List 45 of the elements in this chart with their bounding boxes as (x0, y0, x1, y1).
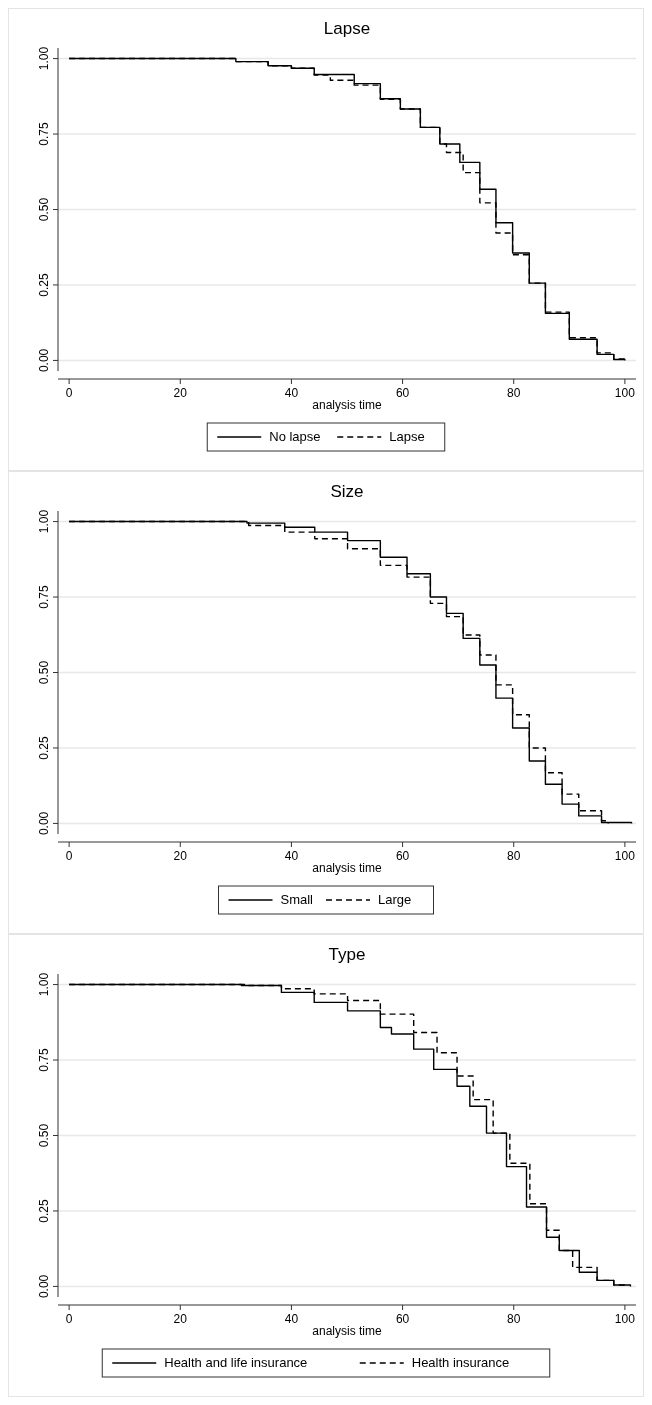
legend-label: Lapse (389, 429, 425, 444)
x-tick-label: 0 (65, 386, 73, 400)
y-tick-label: 0.75 (37, 585, 51, 609)
x-tick-label: 60 (395, 1312, 410, 1326)
x-axis-title: analysis time (312, 861, 382, 875)
y-tick-label: 0.50 (37, 1123, 51, 1148)
x-tick-label: 20 (173, 386, 188, 400)
x-tick-label: 100 (614, 386, 636, 400)
x-tick-label: 80 (507, 1312, 521, 1326)
chart-title: Type (328, 945, 366, 964)
x-tick-label: 20 (173, 849, 188, 863)
y-tick-label: 0.25 (37, 272, 51, 297)
x-tick-label: 40 (284, 386, 299, 400)
legend-label: Health insurance (411, 1355, 510, 1370)
x-tick-label: 20 (173, 1312, 188, 1326)
legend-label: Health and life insurance (164, 1355, 308, 1370)
y-tick-label: 1.00 (37, 509, 51, 534)
y-tick-label: 0.00 (37, 811, 51, 836)
y-tick-label: 0.50 (37, 197, 51, 222)
x-tick-label: 100 (614, 849, 636, 863)
x-axis-title: analysis time (312, 1324, 382, 1338)
x-tick-label: 40 (284, 1312, 299, 1326)
y-tick-label: 0.50 (37, 660, 51, 685)
x-tick-label: 100 (614, 1312, 636, 1326)
chart-title: Size (330, 482, 364, 501)
y-tick-label: 1.00 (37, 972, 51, 997)
y-tick-label: 0.00 (37, 348, 51, 373)
x-tick-label: 0 (65, 1312, 73, 1326)
y-tick-label: 0.75 (37, 122, 51, 146)
legend-label: Small (280, 892, 314, 907)
chart-title: Lapse (323, 19, 371, 38)
y-tick-label: 1.00 (37, 46, 51, 71)
x-tick-label: 0 (65, 849, 73, 863)
y-tick-label: 0.00 (37, 1274, 51, 1299)
y-tick-label: 0.25 (37, 1198, 51, 1223)
x-tick-label: 60 (395, 386, 410, 400)
x-tick-label: 80 (507, 386, 521, 400)
legend-label: Large (378, 892, 412, 907)
x-tick-label: 40 (284, 849, 299, 863)
legend-label: No lapse (269, 429, 321, 444)
y-tick-label: 0.75 (37, 1048, 51, 1072)
x-tick-label: 60 (395, 849, 410, 863)
x-axis-title: analysis time (312, 398, 382, 412)
y-tick-label: 0.25 (37, 735, 51, 760)
x-tick-label: 80 (507, 849, 521, 863)
